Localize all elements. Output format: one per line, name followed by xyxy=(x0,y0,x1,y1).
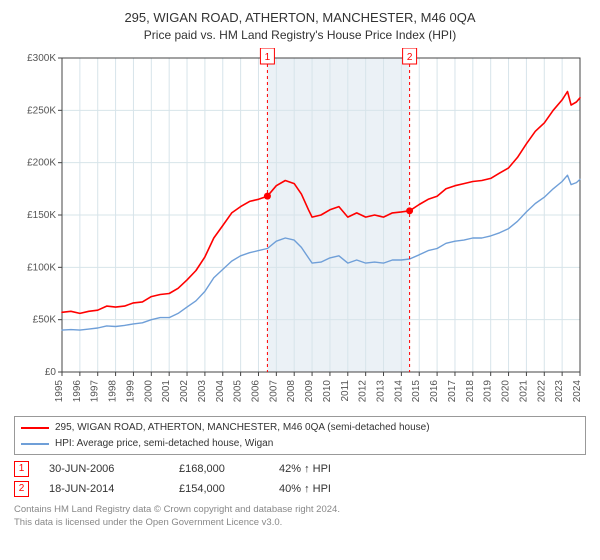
legend-swatch xyxy=(21,427,49,429)
legend-label: HPI: Average price, semi-detached house,… xyxy=(55,436,273,452)
svg-text:1999: 1999 xyxy=(125,380,136,403)
svg-text:2024: 2024 xyxy=(572,380,583,403)
svg-text:2018: 2018 xyxy=(465,380,476,403)
svg-text:2002: 2002 xyxy=(179,380,190,403)
legend-item: HPI: Average price, semi-detached house,… xyxy=(21,436,579,452)
svg-text:£300K: £300K xyxy=(27,53,56,64)
event-row: 2 18-JUN-2014 £154,000 40% ↑ HPI xyxy=(14,481,586,497)
svg-text:2000: 2000 xyxy=(143,380,154,403)
line-chart-svg: £0 £50K £100K £150K £200K £250K £300K 1995 1996 1… xyxy=(14,48,586,408)
svg-text:1995: 1995 xyxy=(54,380,65,403)
svg-text:2017: 2017 xyxy=(447,380,458,403)
event-date: 18-JUN-2014 xyxy=(49,483,159,495)
legend-item: 295, WIGAN ROAD, ATHERTON, MANCHESTER, M… xyxy=(21,420,579,436)
svg-text:2006: 2006 xyxy=(250,380,261,403)
svg-text:2019: 2019 xyxy=(483,380,494,403)
svg-text:2014: 2014 xyxy=(393,380,404,403)
svg-text:2001: 2001 xyxy=(161,380,172,403)
svg-text:2016: 2016 xyxy=(429,380,440,403)
event-hpi: 40% ↑ HPI xyxy=(279,483,331,495)
svg-text:2007: 2007 xyxy=(268,380,279,403)
svg-text:1997: 1997 xyxy=(90,380,101,403)
svg-text:2013: 2013 xyxy=(376,380,387,403)
svg-text:£0: £0 xyxy=(45,367,57,378)
footer-attribution: Contains HM Land Registry data © Crown c… xyxy=(14,503,586,530)
svg-text:2023: 2023 xyxy=(554,380,565,403)
legend-label: 295, WIGAN ROAD, ATHERTON, MANCHESTER, M… xyxy=(55,420,430,436)
legend-box: 295, WIGAN ROAD, ATHERTON, MANCHESTER, M… xyxy=(14,416,586,455)
svg-text:2012: 2012 xyxy=(358,380,369,403)
svg-text:2020: 2020 xyxy=(501,380,512,403)
svg-text:2022: 2022 xyxy=(536,380,547,403)
footer-line-2: This data is licensed under the Open Gov… xyxy=(14,516,586,529)
event-hpi: 42% ↑ HPI xyxy=(279,463,331,475)
event-marker: 1 xyxy=(14,461,29,477)
svg-text:2: 2 xyxy=(407,52,413,63)
event-price: £168,000 xyxy=(179,463,259,475)
svg-text:1996: 1996 xyxy=(72,380,83,403)
svg-text:2010: 2010 xyxy=(322,380,333,403)
events-table: 1 30-JUN-2006 £168,000 42% ↑ HPI 2 18-JUN-201… xyxy=(14,461,586,497)
chart-subtitle: Price paid vs. HM Land Registry's House … xyxy=(14,28,586,42)
svg-text:1: 1 xyxy=(265,52,271,63)
svg-text:2008: 2008 xyxy=(286,380,297,403)
svg-text:£50K: £50K xyxy=(33,315,57,326)
event-price: £154,000 xyxy=(179,483,259,495)
event-row: 1 30-JUN-2006 £168,000 42% ↑ HPI xyxy=(14,461,586,477)
svg-text:2004: 2004 xyxy=(215,380,226,403)
svg-text:£200K: £200K xyxy=(27,158,56,169)
legend-swatch xyxy=(21,443,49,445)
chart-area: £0 £50K £100K £150K £200K £250K £300K 1995 1996 1… xyxy=(14,48,586,408)
svg-text:2009: 2009 xyxy=(304,380,315,403)
svg-text:£250K: £250K xyxy=(27,105,56,116)
svg-text:£100K: £100K xyxy=(27,262,56,273)
svg-text:£150K: £150K xyxy=(27,210,56,221)
chart-title: 295, WIGAN ROAD, ATHERTON, MANCHESTER, M… xyxy=(14,10,586,25)
svg-text:1998: 1998 xyxy=(108,380,119,403)
svg-text:2015: 2015 xyxy=(411,380,422,403)
svg-text:2021: 2021 xyxy=(518,380,529,403)
footer-line-1: Contains HM Land Registry data © Crown c… xyxy=(14,503,586,516)
event-date: 30-JUN-2006 xyxy=(49,463,159,475)
svg-text:2003: 2003 xyxy=(197,380,208,403)
svg-text:2005: 2005 xyxy=(233,380,244,403)
svg-text:2011: 2011 xyxy=(340,380,351,402)
event-marker: 2 xyxy=(14,481,29,497)
